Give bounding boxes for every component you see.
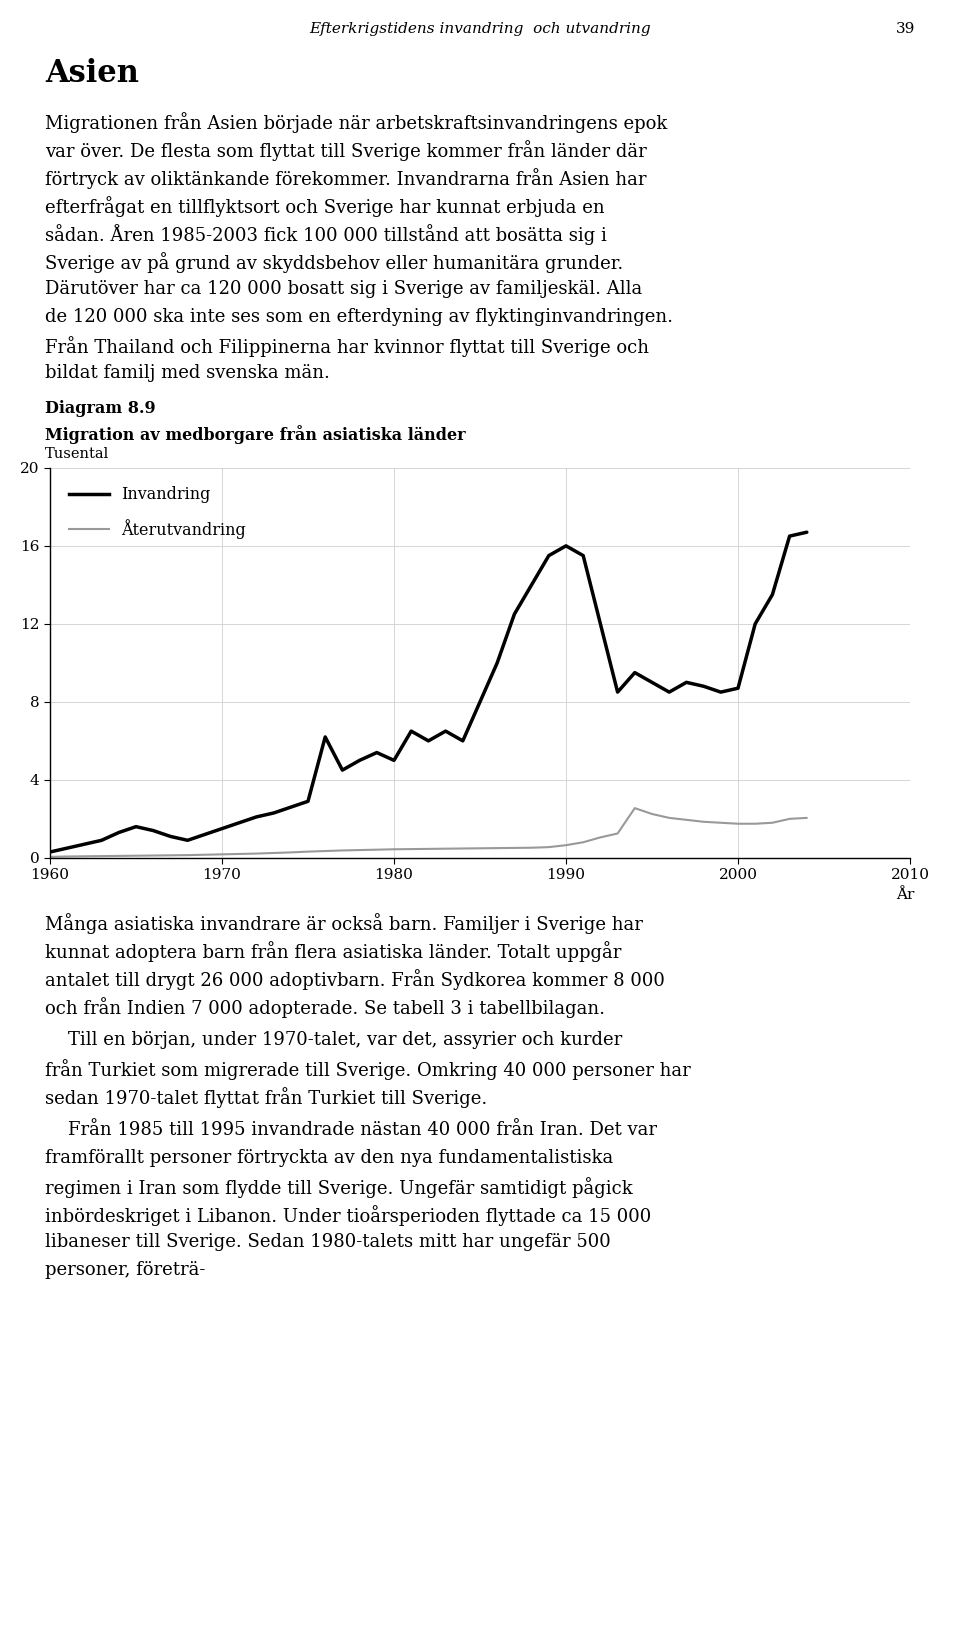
Text: Från 1985 till 1995 invandrade nästan 40 000 från Iran. Det var: Från 1985 till 1995 invandrade nästan 40… [45, 1121, 657, 1139]
Text: sådan. Åren 1985-2003 fick 100 000 tillstånd att bosätta sig i: sådan. Åren 1985-2003 fick 100 000 tills… [45, 225, 607, 246]
Text: framförallt personer förtryckta av den nya fundamentalistiska: framförallt personer förtryckta av den n… [45, 1149, 613, 1167]
Legend: Invandring, Återutvandring: Invandring, Återutvandring [62, 480, 252, 545]
Text: de 120 000 ska inte ses som en efterdyning av flyktinginvandringen.: de 120 000 ska inte ses som en efterdyni… [45, 308, 673, 325]
Text: personer, företrä-: personer, företrä- [45, 1261, 205, 1279]
Text: antalet till drygt 26 000 adoptivbarn. Från Sydkorea kommer 8 000: antalet till drygt 26 000 adoptivbarn. F… [45, 968, 665, 989]
Text: Från Thailand och Filippinerna har kvinnor flyttat till Sverige och: Från Thailand och Filippinerna har kvinn… [45, 335, 649, 356]
Text: kunnat adoptera barn från flera asiatiska länder. Totalt uppgår: kunnat adoptera barn från flera asiatisk… [45, 940, 621, 962]
Text: regimen i Iran som flydde till Sverige. Ungefär samtidigt pågick: regimen i Iran som flydde till Sverige. … [45, 1176, 633, 1197]
Text: Till en början, under 1970-talet, var det, assyrier och kurder: Till en början, under 1970-talet, var de… [45, 1032, 622, 1049]
Text: År: År [897, 888, 915, 901]
Text: Många asiatiska invandrare är också barn. Familjer i Sverige har: Många asiatiska invandrare är också barn… [45, 913, 643, 934]
Text: libaneser till Sverige. Sedan 1980-talets mitt har ungefär 500: libaneser till Sverige. Sedan 1980-talet… [45, 1233, 611, 1251]
Text: bildat familj med svenska män.: bildat familj med svenska män. [45, 364, 330, 382]
Text: Sverige av på grund av skyddsbehov eller humanitära grunder.: Sverige av på grund av skyddsbehov eller… [45, 252, 623, 273]
Text: från Turkiet som migrerade till Sverige. Omkring 40 000 personer har: från Turkiet som migrerade till Sverige.… [45, 1059, 691, 1080]
Text: förtryck av oliktänkande förekommer. Invandrarna från Asien har: förtryck av oliktänkande förekommer. Inv… [45, 168, 646, 189]
Text: Efterkrigstidens invandring  och utvandring: Efterkrigstidens invandring och utvandri… [309, 23, 651, 36]
Text: Diagram 8.9: Diagram 8.9 [45, 400, 156, 417]
Text: Tusental: Tusental [45, 447, 109, 460]
Text: Asien: Asien [45, 59, 139, 89]
Text: sedan 1970-talet flyttat från Turkiet till Sverige.: sedan 1970-talet flyttat från Turkiet ti… [45, 1087, 488, 1108]
Text: inbördeskriget i Libanon. Under tioårsperioden flyttade ca 15 000: inbördeskriget i Libanon. Under tioårspe… [45, 1204, 651, 1225]
Text: var över. De flesta som flyttat till Sverige kommer från länder där: var över. De flesta som flyttat till Sve… [45, 140, 647, 161]
Text: efterfrågat en tillflyktsort och Sverige har kunnat erbjuda en: efterfrågat en tillflyktsort och Sverige… [45, 195, 605, 216]
Text: 39: 39 [896, 23, 915, 36]
Text: Migrationen från Asien började när arbetskraftsinvandringens epok: Migrationen från Asien började när arbet… [45, 112, 667, 133]
Text: och från Indien 7 000 adopterade. Se tabell 3 i tabellbilagan.: och från Indien 7 000 adopterade. Se tab… [45, 997, 605, 1019]
Text: Migration av medborgare från asiatiska länder: Migration av medborgare från asiatiska l… [45, 425, 466, 444]
Text: Därutöver har ca 120 000 bosatt sig i Sverige av familjeskäl. Alla: Därutöver har ca 120 000 bosatt sig i Sv… [45, 280, 642, 298]
